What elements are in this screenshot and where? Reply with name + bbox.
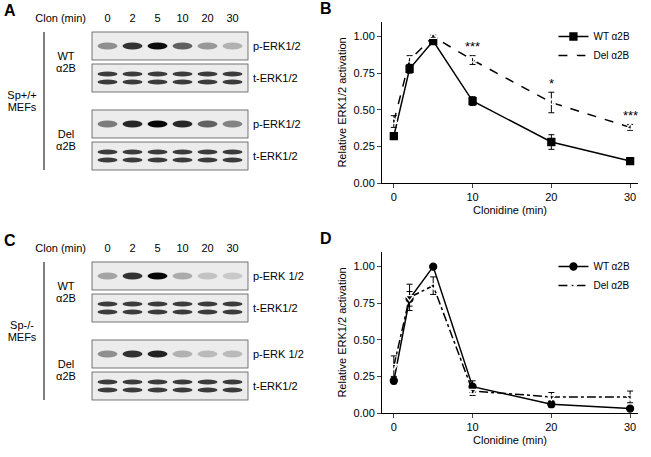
svg-text:10: 10 (466, 191, 478, 203)
svg-text:0.25: 0.25 (353, 370, 374, 382)
svg-text:α2B: α2B (56, 370, 76, 382)
svg-text:20: 20 (545, 191, 557, 203)
svg-text:Relative ERK1/2 activation: Relative ERK1/2 activation (336, 267, 348, 397)
svg-text:α2B: α2B (56, 62, 76, 74)
html-text:B: B (320, 0, 332, 17)
svg-text:1.00: 1.00 (353, 30, 374, 42)
svg-text:Del: Del (58, 128, 75, 140)
svg-text:0: 0 (104, 12, 110, 24)
svg-text:30: 30 (226, 12, 238, 24)
svg-text:Sp-/-: Sp-/- (10, 319, 34, 331)
svg-text:Clonidine (min): Clonidine (min) (473, 434, 547, 446)
svg-text:t-ERK1/2: t-ERK1/2 (253, 380, 298, 392)
html-text:D: D (320, 230, 332, 247)
svg-text:WT: WT (57, 50, 74, 62)
svg-text:5: 5 (154, 242, 160, 254)
svg-text:10: 10 (466, 421, 478, 433)
svg-text:0: 0 (391, 421, 397, 433)
svg-text:Relative ERK1/2 activation: Relative ERK1/2 activation (336, 37, 348, 167)
svg-text:20: 20 (201, 242, 213, 254)
svg-text:MEFs: MEFs (8, 101, 37, 113)
svg-text:A: A (4, 2, 16, 19)
svg-text:30: 30 (624, 421, 636, 433)
svg-text:2: 2 (129, 12, 135, 24)
svg-text:Sp+/+: Sp+/+ (7, 89, 36, 101)
svg-text:30: 30 (226, 242, 238, 254)
svg-text:20: 20 (545, 421, 557, 433)
svg-text:2: 2 (129, 242, 135, 254)
svg-text:t-ERK1/2: t-ERK1/2 (253, 302, 298, 314)
svg-text:Del α2B: Del α2B (593, 50, 629, 61)
svg-text:*: * (549, 76, 554, 91)
svg-text:0.00: 0.00 (353, 177, 374, 189)
svg-text:p-ERK 1/2: p-ERK 1/2 (253, 270, 304, 282)
svg-text:1.00: 1.00 (353, 260, 374, 272)
svg-text:WT α2B: WT α2B (593, 31, 629, 42)
svg-text:WT: WT (57, 280, 74, 292)
svg-text:20: 20 (201, 12, 213, 24)
svg-text:0.75: 0.75 (353, 297, 374, 309)
svg-text:0.50: 0.50 (353, 334, 374, 346)
svg-text:Clonidine (min): Clonidine (min) (473, 204, 547, 216)
svg-text:0.00: 0.00 (353, 407, 374, 419)
svg-text:Clon (min): Clon (min) (35, 242, 86, 254)
svg-text:0.25: 0.25 (353, 140, 374, 152)
svg-text:0: 0 (391, 191, 397, 203)
svg-text:p-ERK1/2: p-ERK1/2 (253, 118, 301, 130)
svg-text:5: 5 (154, 12, 160, 24)
svg-text:0.75: 0.75 (353, 67, 374, 79)
svg-text:***: *** (465, 39, 480, 54)
svg-text:C: C (4, 232, 16, 249)
svg-text:0.50: 0.50 (353, 104, 374, 116)
svg-text:α2B: α2B (56, 292, 76, 304)
svg-text:Del: Del (58, 358, 75, 370)
svg-text:***: *** (623, 108, 638, 123)
svg-text:MEFs: MEFs (8, 331, 37, 343)
svg-text:Del α2B: Del α2B (593, 280, 629, 291)
svg-text:t-ERK1/2: t-ERK1/2 (253, 150, 298, 162)
svg-text:α2B: α2B (56, 140, 76, 152)
svg-text:WT α2B: WT α2B (593, 261, 629, 272)
svg-text:p-ERK1/2: p-ERK1/2 (253, 40, 301, 52)
svg-text:t-ERK1/2: t-ERK1/2 (253, 72, 298, 84)
svg-text:10: 10 (176, 12, 188, 24)
svg-text:Clon (min): Clon (min) (35, 12, 86, 24)
svg-text:10: 10 (176, 242, 188, 254)
svg-text:30: 30 (624, 191, 636, 203)
svg-text:0: 0 (104, 242, 110, 254)
svg-text:p-ERK 1/2: p-ERK 1/2 (253, 348, 304, 360)
